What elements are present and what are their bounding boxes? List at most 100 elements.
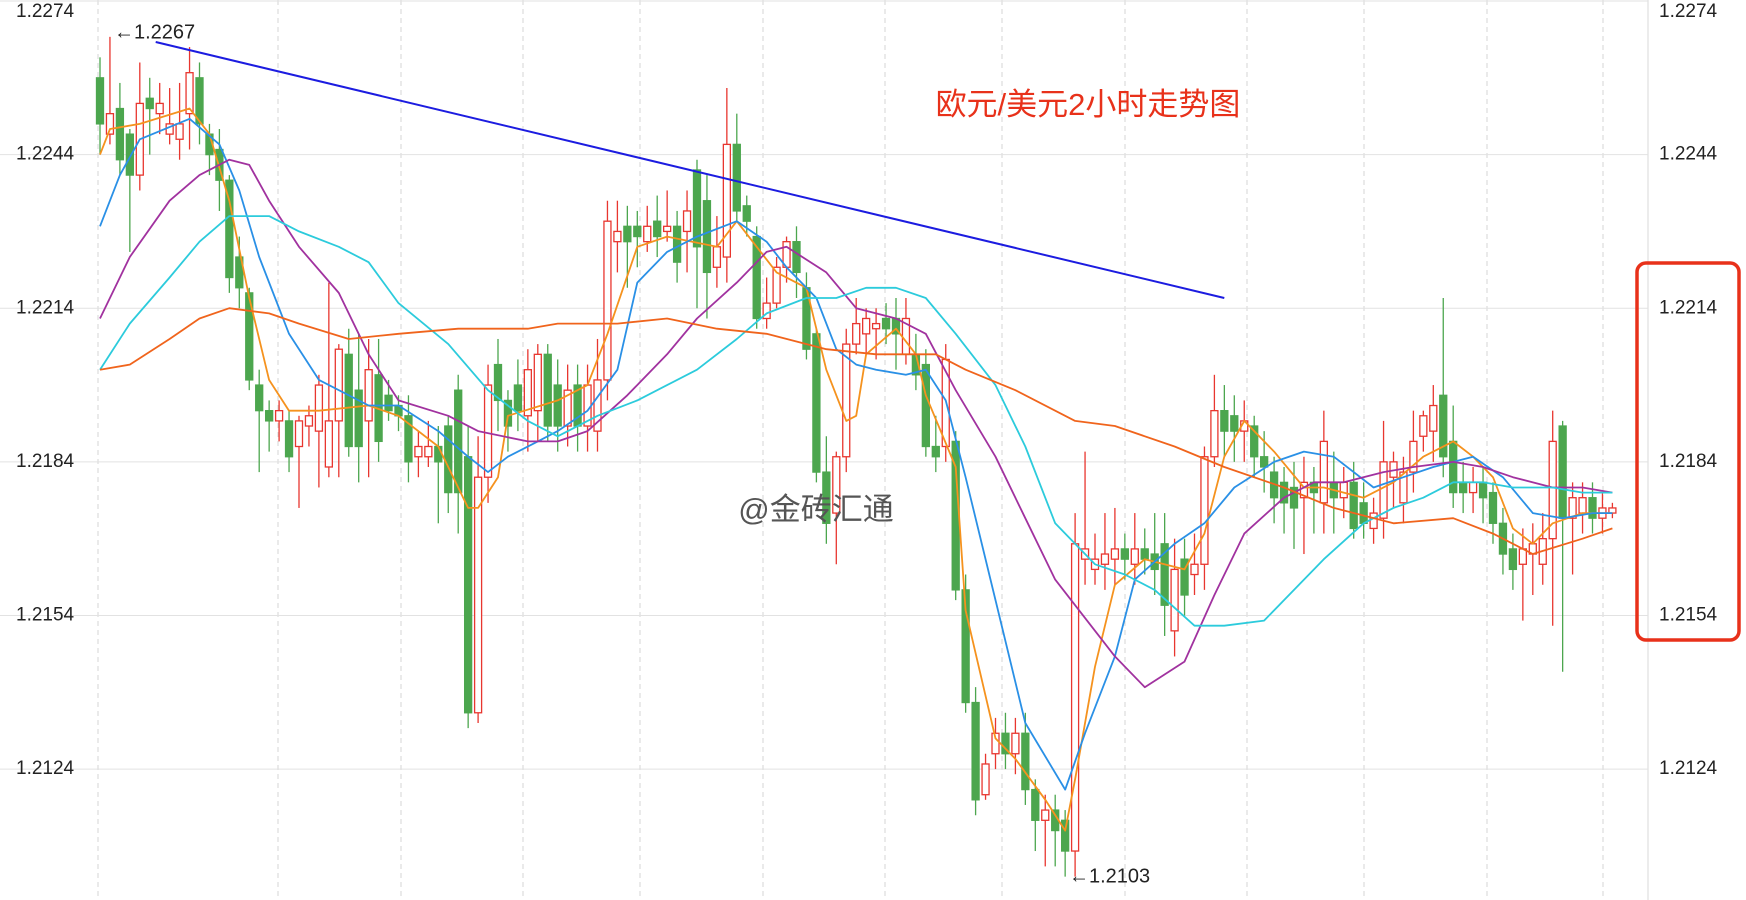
- candle-body: [463, 456, 473, 714]
- candle-body: [961, 589, 970, 704]
- candle-body: [1230, 415, 1239, 432]
- candle-body: [722, 143, 731, 258]
- candle-body: [304, 415, 314, 427]
- candle-body: [1339, 481, 1348, 499]
- candle-body: [862, 317, 871, 335]
- candle-body: [444, 425, 453, 494]
- candle-body: [284, 420, 294, 458]
- candle-body: [881, 317, 891, 330]
- candle-body: [603, 220, 612, 381]
- candle-body: [931, 445, 940, 458]
- candle-body: [1369, 512, 1378, 530]
- candle-body: [832, 456, 841, 514]
- candle-body: [175, 123, 184, 140]
- ma-line: [99, 215, 1613, 627]
- candle-body: [523, 369, 532, 417]
- y2-tick-label: 1.2124: [1659, 758, 1718, 779]
- ma-line: [99, 107, 1613, 832]
- candle-body: [493, 363, 503, 402]
- candle-body: [623, 225, 632, 243]
- candle-body: [643, 225, 652, 243]
- candle-body: [1568, 497, 1577, 519]
- candle-body: [185, 72, 194, 115]
- candle-body: [762, 302, 771, 320]
- candle-body: [434, 445, 443, 463]
- candle-body: [1578, 497, 1587, 514]
- candle-body: [503, 399, 513, 427]
- candle-body: [1170, 568, 1179, 632]
- candle-body: [255, 384, 264, 412]
- candle-body: [264, 410, 274, 422]
- candle-body: [1130, 548, 1139, 565]
- candle-body: [274, 410, 284, 422]
- candle-body: [483, 384, 493, 478]
- candle-body: [513, 384, 523, 412]
- candle-body: [981, 763, 990, 796]
- candle-body: [334, 348, 343, 422]
- candle-body: [991, 732, 1000, 755]
- y-tick-label: 1.2274: [16, 1, 75, 22]
- candle-body: [842, 343, 851, 458]
- candle-body: [1260, 456, 1269, 468]
- candle-body: [1160, 543, 1169, 606]
- candle-body: [1190, 563, 1199, 576]
- candle-body: [1359, 502, 1368, 524]
- candle-body: [235, 256, 244, 289]
- candle-body: [593, 379, 602, 432]
- candle-body: [772, 266, 781, 304]
- candle-body: [951, 440, 960, 591]
- candle-body: [702, 200, 712, 274]
- candle-body: [1140, 548, 1149, 560]
- ma-line: [99, 117, 1613, 791]
- candle-body: [672, 225, 682, 263]
- candle-body: [613, 230, 622, 243]
- candle-body: [95, 77, 105, 125]
- candle-body: [1429, 404, 1438, 432]
- candle-body: [633, 225, 642, 238]
- candle-body: [1250, 425, 1259, 458]
- y-tick-label: 1.2154: [16, 604, 75, 625]
- candle-body: [245, 292, 254, 381]
- candle-body: [364, 369, 373, 422]
- candle-body: [712, 246, 722, 268]
- y-tick-label: 1.2124: [16, 758, 75, 779]
- candle-body: [533, 353, 542, 412]
- candle-body: [1001, 732, 1010, 755]
- candle-body: [414, 445, 423, 458]
- candle-body: [663, 225, 672, 233]
- candle-body: [1419, 415, 1428, 437]
- ma-line: [99, 307, 1613, 555]
- candle-body: [852, 322, 861, 345]
- candle-body: [1210, 410, 1219, 458]
- candle-body: [812, 333, 821, 473]
- candle-body: [1041, 809, 1050, 821]
- candle-body: [543, 353, 552, 427]
- candle-body: [454, 389, 463, 494]
- candle-body: [563, 389, 572, 427]
- candle-body: [732, 143, 741, 212]
- chart-title: 欧元/美元2小时走势图: [936, 87, 1241, 122]
- candle-body: [1459, 481, 1468, 494]
- candle-body: [1558, 425, 1567, 519]
- candle-body: [1349, 481, 1358, 530]
- candle-body: [1439, 394, 1448, 458]
- annotation: ←1.2267: [114, 21, 195, 43]
- candle-body: [1110, 548, 1120, 560]
- candle-body: [105, 113, 115, 135]
- candle-body: [1319, 440, 1328, 504]
- y-tick-label: 1.2214: [16, 297, 75, 318]
- candle-body: [294, 420, 304, 448]
- candle-body: [971, 701, 980, 801]
- candle-body: [742, 205, 751, 222]
- candle-body: [1279, 481, 1289, 504]
- y-tick-label: 1.2244: [16, 144, 75, 165]
- candle-body: [324, 420, 334, 468]
- y2-tick-label: 1.2244: [1659, 144, 1718, 165]
- candle-body: [692, 169, 702, 248]
- candle-body: [1120, 548, 1129, 560]
- candle-body: [871, 322, 881, 330]
- candle-body: [1588, 497, 1597, 519]
- candle-body: [1011, 732, 1020, 755]
- candle-body: [314, 384, 324, 432]
